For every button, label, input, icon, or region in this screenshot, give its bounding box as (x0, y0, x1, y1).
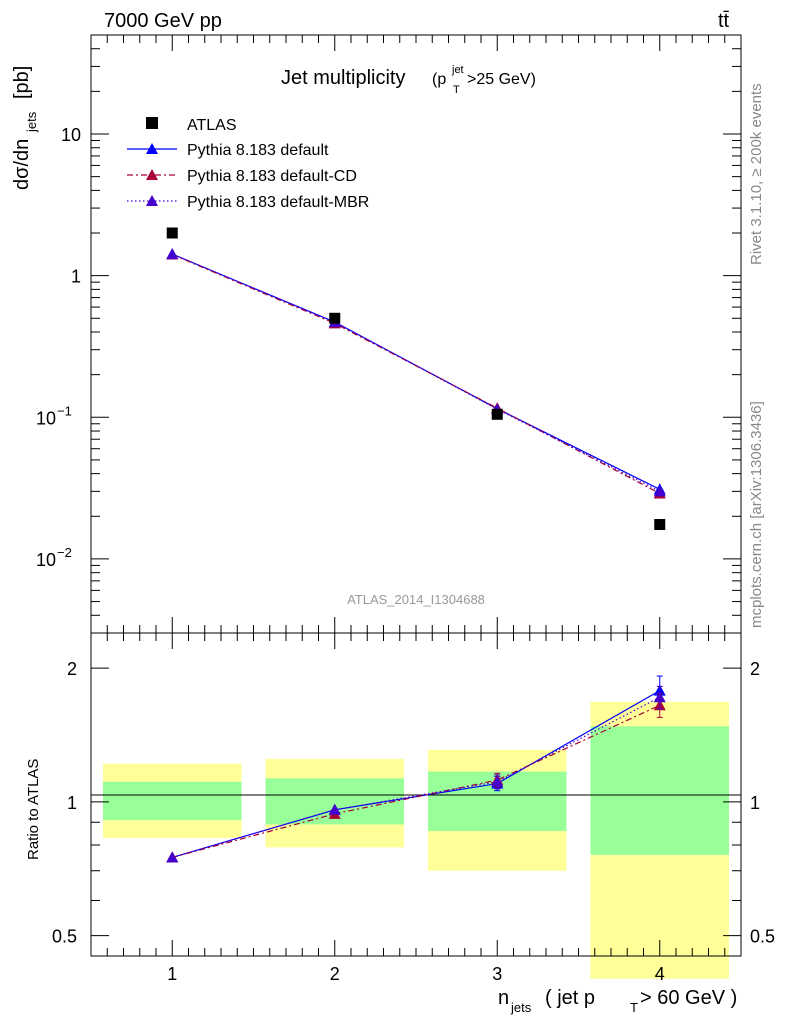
main-data (166, 227, 666, 531)
xlabel-n: n (498, 987, 509, 1009)
main-ytick-exponent: −1 (57, 403, 72, 418)
ratio-ytick-label: 0.5 (52, 927, 77, 947)
ratio-bands (103, 701, 729, 979)
legend-cd-label: Pythia 8.183 default-CD (187, 168, 357, 185)
ratio-point (166, 851, 179, 863)
legend-default-label: Pythia 8.183 default (187, 142, 329, 159)
xlabel: n jets ( jet p T > 60 GeV ) (498, 987, 737, 1015)
main-ylabel-tail: [pb] (11, 66, 33, 99)
ratio-ytick-label-right: 1 (750, 793, 760, 813)
ratio-series-line (172, 704, 661, 859)
ratio-data (166, 675, 666, 863)
title-cut-sup: jet (451, 64, 464, 76)
main-atlas-point (329, 312, 341, 324)
xlabel-n-sub: jets (510, 1000, 532, 1015)
main-atlas-point (654, 519, 666, 531)
ratio-band-green (590, 726, 729, 855)
main-ylabel-text: dσ/dn (11, 139, 33, 190)
ratio-point (653, 691, 666, 703)
main-ylabel: dσ/dn jets [pb] (11, 66, 39, 190)
ratio-series-line (172, 696, 661, 859)
main-ylabel-sub: jets (24, 111, 39, 133)
xlabel-tail: > 60 GeV ) (640, 987, 737, 1009)
ratio-ytick-label: 1 (67, 793, 77, 813)
legend-default-marker (146, 143, 158, 154)
x-tick-label: 1 (167, 964, 177, 984)
main-ytick-label: 1 (71, 267, 81, 287)
main-atlas-point (491, 408, 503, 420)
ratio-series-line (172, 690, 661, 859)
ratio-ytick-label: 2 (67, 659, 77, 679)
main-ytick-label: 10 (36, 550, 56, 570)
title-cut-sub: T (453, 84, 460, 96)
plot-title: Jet multiplicity (281, 67, 405, 89)
legend-atlas-marker (146, 117, 158, 129)
main-ytick-label: 10 (36, 408, 56, 428)
ratio-point (328, 803, 341, 815)
main-ytick-label: 10 (61, 125, 81, 145)
main-point (166, 248, 179, 260)
main-series-line (172, 253, 661, 492)
legend-mbr-label: Pythia 8.183 default-MBR (187, 194, 369, 211)
rivet-label: Rivet 3.1.10, ≥ 200k events (748, 83, 765, 265)
ratio-axes: 1 2 3 4 2 2 1 1 0.5 0.5 (52, 633, 775, 984)
x-tick-label: 4 (655, 964, 665, 984)
title-cut-tail: >25 GeV) (467, 71, 536, 88)
x-tick-label: 3 (492, 964, 502, 984)
ratio-point (491, 775, 504, 787)
ratio-ytick-label-right: 0.5 (750, 927, 775, 947)
main-ytick-exponent: −2 (57, 545, 72, 560)
legend-mbr-marker (146, 195, 158, 206)
energy-label: 7000 GeV pp (104, 10, 222, 32)
x-tick-label: 2 (330, 964, 340, 984)
ratio-band-green (103, 781, 242, 821)
process-label: tt̄ (718, 10, 730, 32)
main-point (653, 485, 666, 497)
xlabel-sub2: T (630, 1000, 638, 1015)
ratio-ylabel: Ratio to ATLAS (25, 759, 42, 860)
analysis-id: ATLAS_2014_I1304688 (347, 592, 485, 607)
ratio-ytick-label-right: 2 (750, 659, 760, 679)
legend-cd-marker (146, 169, 158, 180)
xlabel-mid: ( jet p (545, 987, 595, 1009)
mcplots-label: mcplots.cern.ch [arXiv:1306.3436] (748, 401, 765, 628)
main-atlas-point (166, 227, 178, 239)
title-cut: (p (432, 71, 446, 88)
legend: ATLAS Pythia 8.183 default Pythia 8.183 … (127, 117, 369, 211)
legend-atlas-label: ATLAS (187, 117, 237, 134)
main-series-line (172, 253, 661, 494)
